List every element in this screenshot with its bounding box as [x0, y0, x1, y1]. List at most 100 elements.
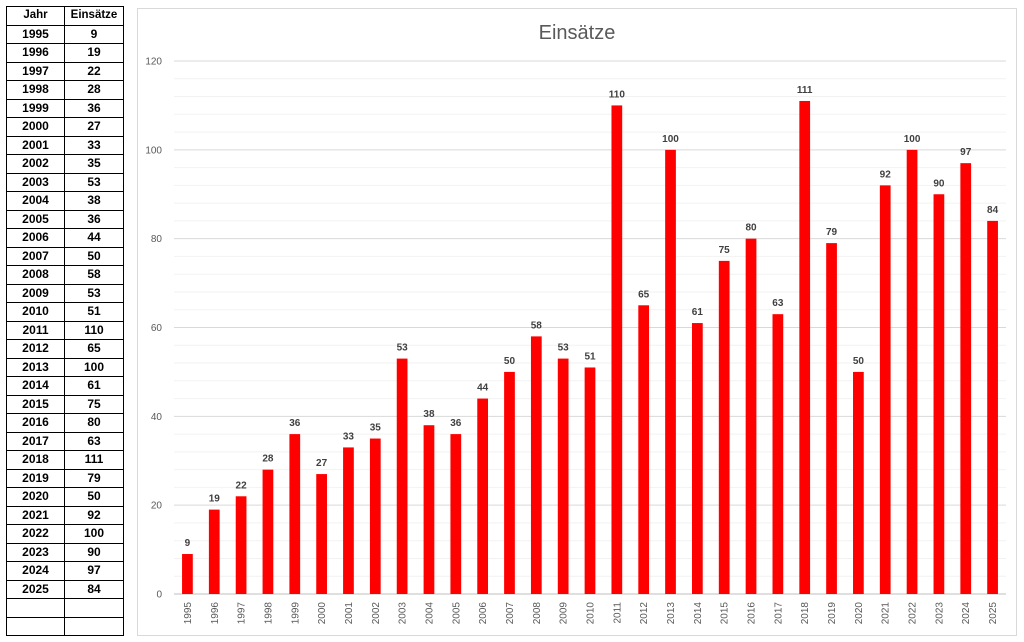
x-tick-label-2020: 2020 — [854, 602, 865, 625]
data-label-2016: 80 — [745, 223, 757, 234]
table-body: 1995 9 1996 19 1997 22 1998 28 1999 36 2000 27 2001 3… — [6, 24, 124, 636]
einsaetze-cell: 38 — [64, 191, 124, 211]
y-tick-label: 0 — [156, 590, 162, 601]
bar-1995 — [182, 554, 193, 594]
x-axis: 1995 1996 1997 1998 1999 2000 2001 2002 2003 2004… — [183, 602, 999, 625]
y-tick-label: 80 — [151, 234, 163, 245]
empty-cell — [64, 598, 124, 618]
data-labels: 9 19 22 28 36 27 33 35 53 38 36 44 50 58 53 51 110 65 100 6… — [185, 85, 999, 549]
year-cell: 2005 — [6, 209, 65, 229]
y-tick-label: 60 — [151, 323, 163, 334]
empty-cell — [6, 616, 65, 636]
bar-2013 — [665, 149, 676, 595]
chart-title: Einsätze — [539, 22, 616, 44]
table-row: 2013 100 — [6, 357, 124, 377]
einsaetze-cell: 36 — [64, 209, 124, 229]
bar-2020 — [853, 371, 864, 594]
x-tick-label-2000: 2000 — [317, 602, 328, 625]
einsaetze-cell: 58 — [64, 265, 124, 285]
data-label-2003: 53 — [397, 343, 409, 354]
year-cell: 2006 — [6, 228, 65, 248]
x-tick-label-2006: 2006 — [478, 602, 489, 625]
data-label-1997: 22 — [236, 480, 248, 491]
data-table: Jahr Einsätze 1995 9 1996 19 1997 22 1998 28 199… — [6, 6, 124, 636]
einsaetze-cell: 97 — [64, 561, 124, 581]
data-label-2017: 63 — [772, 298, 784, 309]
data-label-2001: 33 — [343, 431, 355, 442]
y-tick-label: 100 — [145, 145, 162, 156]
table-row: 2016 80 — [6, 413, 124, 433]
year-cell: 2018 — [6, 450, 65, 470]
table-row: 2011 110 — [6, 320, 124, 340]
table-row: 2001 33 — [6, 135, 124, 155]
bar-2011 — [611, 105, 623, 595]
year-cell: 2003 — [6, 172, 65, 192]
x-tick-label-1997: 1997 — [237, 602, 248, 625]
einsaetze-cell: 27 — [64, 117, 124, 137]
bar-2014 — [691, 323, 703, 594]
x-tick-label-2014: 2014 — [693, 602, 704, 625]
year-cell: 2019 — [6, 468, 65, 488]
x-tick-label-2019: 2019 — [827, 602, 838, 625]
x-tick-label-2005: 2005 — [451, 602, 462, 625]
bar-1999 — [289, 434, 301, 594]
table-row: 2014 61 — [6, 376, 124, 396]
einsaetze-cell: 35 — [64, 154, 124, 174]
year-cell: 2020 — [6, 487, 65, 507]
einsaetze-cell: 110 — [64, 320, 124, 340]
einsaetze-cell: 84 — [64, 579, 124, 599]
year-cell: 2024 — [6, 561, 65, 581]
table-row: 2015 75 — [6, 394, 124, 414]
data-label-2013: 100 — [662, 134, 679, 145]
data-label-2023: 90 — [933, 178, 945, 189]
year-cell: 2009 — [6, 283, 65, 303]
data-label-1998: 28 — [262, 454, 274, 465]
empty-cell — [6, 598, 65, 618]
table-row: 2025 84 — [6, 579, 124, 599]
einsaetze-cell: 100 — [64, 357, 124, 377]
data-label-2019: 79 — [826, 227, 838, 238]
table-row: 2017 63 — [6, 431, 124, 451]
year-cell: 2023 — [6, 542, 65, 562]
data-label-2005: 36 — [450, 418, 462, 429]
year-cell: 2016 — [6, 413, 65, 433]
data-label-2012: 65 — [638, 289, 650, 300]
data-label-2020: 50 — [853, 356, 865, 367]
table-row: 2018 111 — [6, 450, 124, 470]
x-tick-label-2023: 2023 — [934, 602, 945, 625]
data-label-2010: 51 — [584, 351, 596, 362]
bar-2018 — [799, 100, 811, 594]
einsaetze-cell: 28 — [64, 80, 124, 100]
bar-2017 — [772, 314, 784, 594]
year-cell: 1995 — [6, 24, 65, 44]
table-row: 2006 44 — [6, 228, 124, 248]
header-year: Jahr — [6, 6, 65, 26]
year-cell: 2004 — [6, 191, 65, 211]
bar-2024 — [960, 163, 972, 595]
header-einsaetze: Einsätze — [64, 6, 124, 26]
table-row: 1996 19 — [6, 43, 124, 63]
bar-2002 — [369, 438, 381, 594]
einsaetze-cell: 50 — [64, 246, 124, 266]
bar-2019 — [826, 243, 837, 594]
einsaetze-cell: 53 — [64, 283, 124, 303]
year-cell: 2012 — [6, 339, 65, 359]
table-row: 2002 35 — [6, 154, 124, 174]
table-row: 1998 28 — [6, 80, 124, 100]
data-label-2004: 38 — [423, 409, 435, 420]
einsaetze-cell: 61 — [64, 376, 124, 396]
table-row: 2020 50 — [6, 487, 124, 507]
einsaetze-cell: 75 — [64, 394, 124, 414]
chart-area: Einsätze 0 20 40 60 80 100 120 9 19 22 28 36 27 33 35… — [137, 8, 1017, 636]
x-tick-label-2016: 2016 — [747, 602, 758, 625]
einsaetze-cell: 111 — [64, 450, 124, 470]
table-row: 2003 53 — [6, 172, 124, 192]
x-tick-label-2013: 2013 — [666, 602, 677, 625]
y-tick-label: 20 — [151, 501, 163, 512]
table-row: 1995 9 — [6, 24, 124, 44]
data-label-1995: 9 — [185, 538, 191, 549]
y-tick-label: 120 — [145, 57, 162, 68]
table-row: 1999 36 — [6, 98, 124, 118]
einsaetze-cell: 36 — [64, 98, 124, 118]
bar-2012 — [638, 305, 650, 594]
